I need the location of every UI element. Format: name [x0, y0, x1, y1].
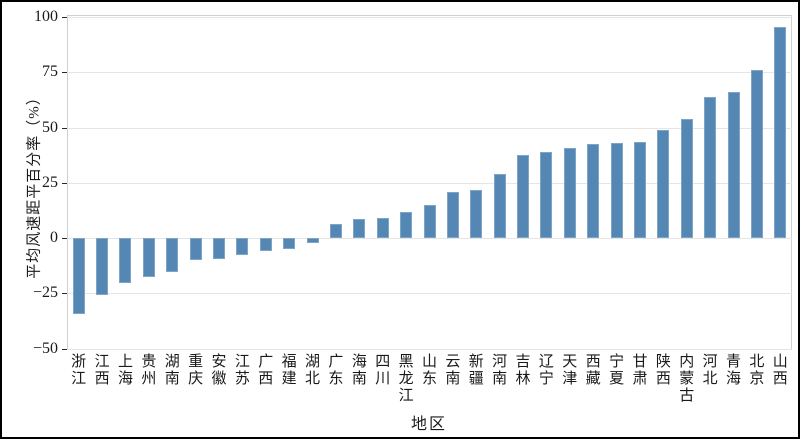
- bar: [657, 129, 670, 239]
- x-tick-label: 福建: [281, 354, 297, 387]
- gridline: [67, 72, 792, 74]
- y-tick-label: 0: [50, 229, 58, 247]
- bar: [376, 218, 389, 239]
- x-tick-label: 甘肃: [632, 354, 648, 387]
- y-tick-label: 25: [42, 173, 58, 191]
- y-tick-label: −50: [32, 339, 58, 357]
- x-tick-label: 宁夏: [609, 354, 625, 387]
- bar: [166, 238, 179, 273]
- x-tick-label: 海南: [351, 354, 367, 387]
- bar: [306, 238, 319, 243]
- bar: [750, 70, 763, 239]
- bar: [142, 238, 155, 277]
- x-tick-label: 四川: [375, 354, 391, 387]
- x-tick-label: 青海: [726, 354, 742, 387]
- bar: [727, 92, 740, 239]
- bar: [493, 174, 506, 239]
- x-tick-label: 贵州: [141, 354, 157, 387]
- x-tick-label: 重庆: [188, 354, 204, 387]
- x-tick-label: 吉林: [515, 354, 531, 387]
- x-tick-label: 辽宁: [538, 354, 554, 387]
- x-tick-label: 浙江: [71, 354, 87, 387]
- bar: [236, 238, 249, 255]
- bar: [189, 238, 202, 261]
- bar: [470, 189, 483, 239]
- bar: [353, 219, 366, 239]
- x-tick-label: 广西: [258, 354, 274, 387]
- x-tick-label: 新疆: [468, 354, 484, 387]
- y-tick-label: 75: [42, 63, 58, 81]
- x-tick-label: 西藏: [585, 354, 601, 387]
- x-tick-label: 安徽: [211, 354, 227, 387]
- bar: [259, 238, 272, 252]
- gridline: [67, 238, 792, 240]
- gridline: [67, 348, 792, 350]
- bar: [96, 238, 109, 295]
- x-tick-label: 上海: [117, 354, 133, 387]
- bar: [704, 96, 717, 239]
- x-tick-label: 江西: [94, 354, 110, 387]
- bar: [563, 147, 576, 239]
- gridline: [67, 182, 792, 184]
- x-tick-label: 河南: [492, 354, 508, 387]
- x-tick-label: 江苏: [234, 354, 250, 387]
- x-tick-label: 北京: [749, 354, 765, 387]
- x-tick-label: 云南: [445, 354, 461, 387]
- y-tick-mark: [62, 72, 67, 74]
- x-tick-label: 湖南: [164, 354, 180, 387]
- y-tick-mark: [62, 127, 67, 129]
- bar: [213, 238, 226, 260]
- bar: [633, 142, 646, 239]
- bar: [72, 238, 85, 315]
- gridline: [67, 17, 792, 19]
- gridline: [67, 127, 792, 129]
- y-axis-label: 平均风速距平百分率（%）: [26, 89, 43, 279]
- x-tick-label: 黑龙江: [398, 354, 414, 404]
- y-tick-label: 100: [34, 8, 58, 26]
- y-tick-mark: [62, 238, 67, 240]
- x-tick-label: 广东: [328, 354, 344, 387]
- bar: [400, 211, 413, 239]
- bar: [423, 205, 436, 239]
- bar: [774, 27, 787, 239]
- y-tick-label: 50: [42, 118, 58, 136]
- x-tick-label: 湖北: [305, 354, 321, 387]
- y-tick-mark: [62, 17, 67, 19]
- x-tick-label: 山西: [772, 354, 788, 387]
- y-tick-label: −25: [32, 284, 58, 302]
- bar: [540, 152, 553, 239]
- gridline: [67, 293, 792, 295]
- bar: [587, 144, 600, 239]
- y-tick-mark: [62, 182, 67, 184]
- bar: [329, 223, 342, 239]
- bar: [517, 155, 530, 239]
- y-tick-mark: [62, 293, 67, 295]
- bar: [610, 143, 623, 239]
- x-tick-label: 河北: [702, 354, 718, 387]
- bar: [119, 238, 132, 284]
- bar: [680, 118, 693, 239]
- bar: [446, 191, 459, 239]
- y-tick-mark: [62, 348, 67, 350]
- x-tick-label: 天津: [562, 354, 578, 387]
- x-tick-label: 陕西: [655, 354, 671, 387]
- x-axis-label: 地区: [410, 416, 447, 433]
- x-tick-label: 内蒙古: [679, 354, 695, 404]
- x-tick-label: 山东: [421, 354, 437, 387]
- bar: [283, 238, 296, 250]
